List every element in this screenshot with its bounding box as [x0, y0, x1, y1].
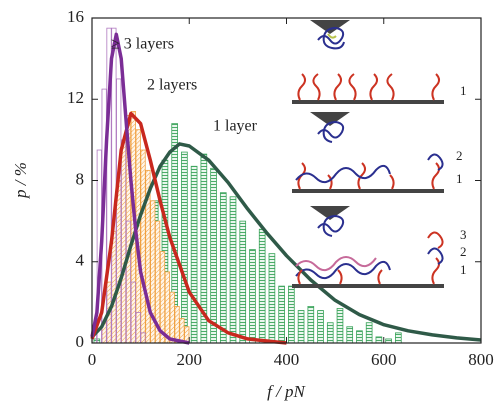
histogram-bar [140, 332, 146, 344]
inset-panel [292, 206, 444, 288]
histogram-bar [181, 151, 188, 344]
panel-label: 1 [460, 83, 467, 98]
histogram-bar [130, 281, 136, 344]
histogram-bar [174, 306, 180, 344]
y-tick-label: 0 [76, 332, 85, 351]
histogram-bar [307, 306, 315, 344]
histogram-bar [249, 249, 256, 344]
histogram-bar [385, 338, 392, 344]
fit-curve [90, 142, 482, 342]
histogram-bar [317, 310, 324, 344]
histogram-bar [365, 322, 373, 344]
histogram-bar [125, 220, 132, 344]
histogram-bar [258, 228, 266, 344]
histogram-bar [219, 192, 227, 344]
y-tick-label: 4 [76, 251, 85, 270]
histogram-bar [140, 149, 146, 344]
inset-panel [292, 20, 444, 104]
histogram-bar [169, 291, 175, 344]
series-annotation: ≥ 3 layers [111, 36, 174, 53]
histogram-bar [179, 318, 185, 344]
histogram-bar [297, 310, 305, 344]
x-tick-label: 200 [177, 350, 203, 369]
histogram-bar [116, 78, 122, 344]
fit-curve [90, 111, 287, 345]
panel-label: 2 [456, 148, 463, 163]
y-axis-label: p / % [11, 162, 30, 199]
histogram-bar [336, 308, 344, 344]
series-annotation: 2 layers [147, 77, 197, 94]
histogram-bar [346, 326, 354, 344]
histogram-bar [356, 330, 363, 344]
panel-label: 1 [460, 262, 467, 277]
y-tick-label: 16 [67, 7, 84, 26]
histogram-bar [375, 336, 383, 344]
histogram-bar [395, 332, 402, 344]
inset-panel [292, 112, 444, 193]
y-tick-label: 8 [76, 169, 85, 188]
histogram-bar [190, 165, 198, 344]
fit-curve [90, 32, 190, 345]
histogram-bar [135, 312, 141, 344]
histogram-bar [229, 196, 237, 344]
y-tick-label: 12 [67, 88, 84, 107]
x-tick-label: 400 [274, 350, 300, 369]
x-tick-label: 600 [371, 350, 397, 369]
x-axis-label: f / pN [267, 382, 306, 401]
inset-illustrations [292, 20, 444, 288]
histogram-bar [164, 271, 170, 344]
histogram-bar [278, 285, 285, 344]
histogram-bar [121, 139, 127, 344]
series-annotation: 1 layer [213, 118, 258, 135]
panel-label: 1 [456, 171, 463, 186]
histogram-bar [210, 167, 217, 344]
panel-label: 2 [460, 244, 467, 259]
panel-label: 3 [460, 227, 467, 242]
histogram-bar [268, 253, 276, 344]
histogram-bar [326, 322, 334, 344]
x-tick-label: 800 [468, 350, 494, 369]
x-tick-label: 0 [88, 350, 97, 369]
histogram-bar [288, 285, 295, 344]
histogram-bar [239, 220, 247, 344]
